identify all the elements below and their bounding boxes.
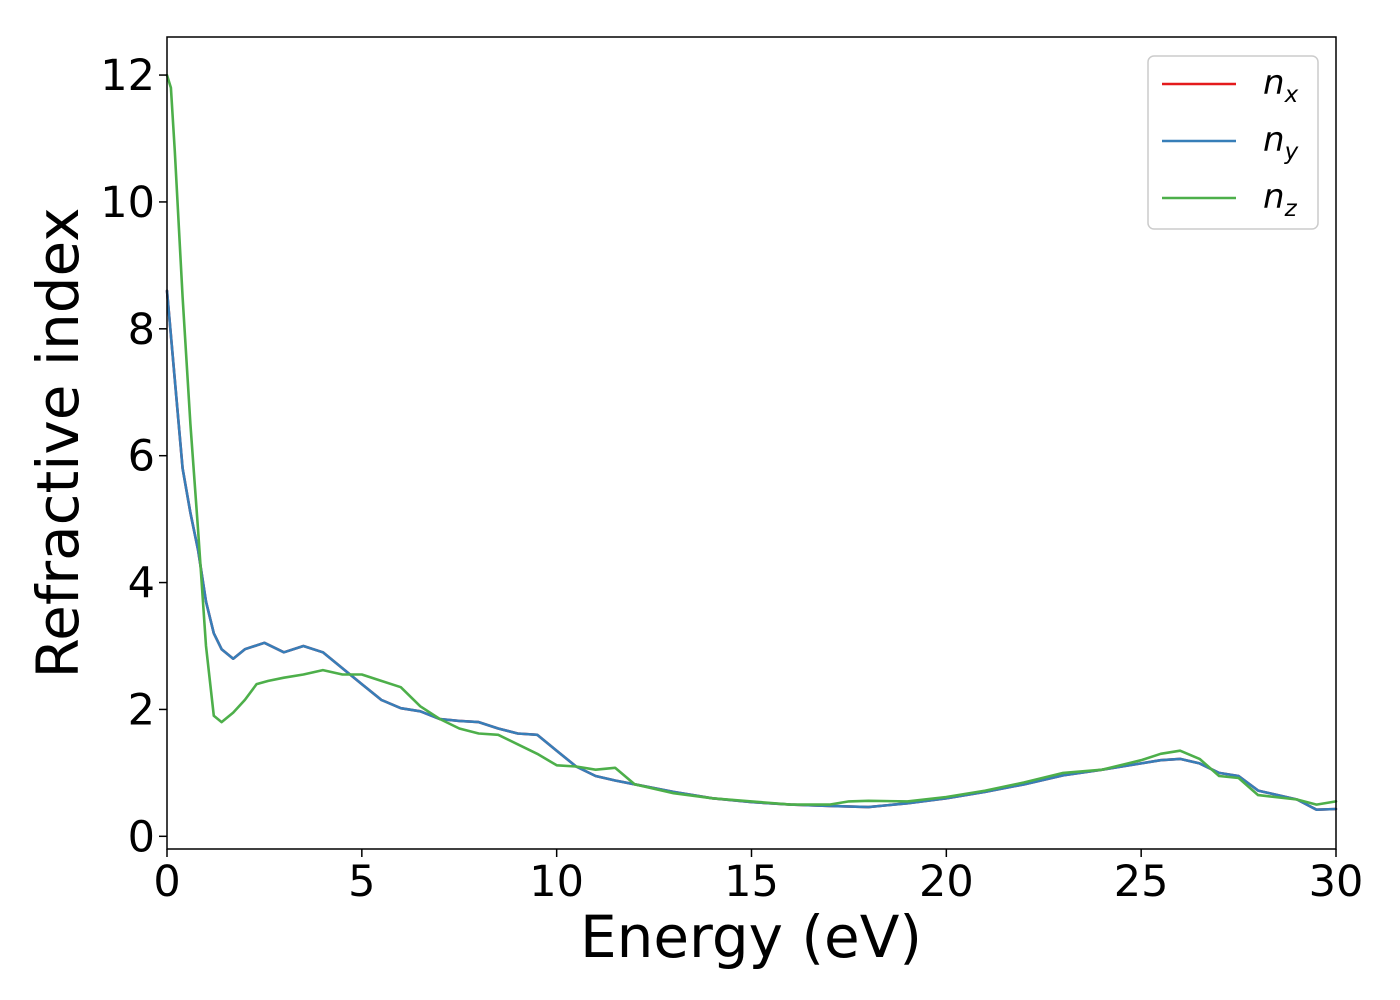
y-tick-label: 8 [128, 305, 155, 355]
x-axis-label: Energy (eV) [580, 903, 922, 971]
x-tick-label: 15 [724, 857, 779, 907]
x-tick-label: 25 [1114, 857, 1169, 907]
legend-box [1147, 55, 1319, 230]
x-tick-label: 10 [529, 857, 584, 907]
x-axis-ticks: 0 5 10 15 20 25 30 [153, 849, 1363, 907]
x-tick-label: 5 [348, 857, 375, 907]
series-lines [165, 73, 1338, 812]
y-tick-label: 0 [128, 812, 155, 862]
series-line-n-z [165, 73, 1338, 806]
x-tick-label: 0 [153, 857, 180, 907]
y-tick-label: 6 [128, 432, 155, 482]
y-tick-label: 12 [100, 51, 155, 101]
x-tick-label: 30 [1309, 857, 1364, 907]
y-axis-label: Refractive index [24, 207, 92, 678]
y-tick-label: 4 [128, 559, 155, 609]
y-tick-label: 10 [100, 178, 155, 228]
x-tick-label: 20 [919, 857, 974, 907]
series-line-n-y [165, 289, 1338, 812]
y-axis-ticks: 0 2 4 6 8 10 12 [100, 51, 167, 862]
y-tick-label: 2 [128, 685, 155, 735]
